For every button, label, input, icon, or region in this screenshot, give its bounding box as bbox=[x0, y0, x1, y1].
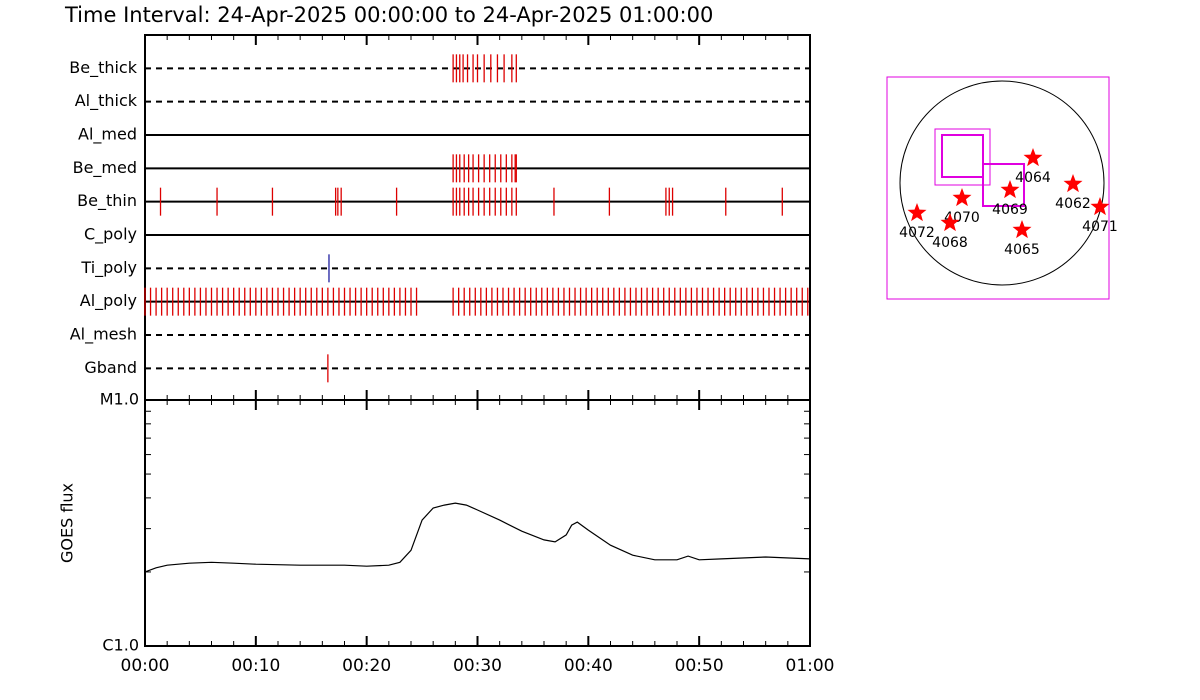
region-label: 4068 bbox=[932, 235, 968, 251]
row-label: Al_thick bbox=[75, 91, 138, 111]
x-tick-label: 00:10 bbox=[231, 656, 280, 676]
region-label: 4065 bbox=[1004, 242, 1040, 258]
x-tick-label: 00:30 bbox=[453, 656, 502, 676]
region-label: 4069 bbox=[992, 202, 1028, 218]
x-tick-label: 01:00 bbox=[786, 656, 835, 676]
region-star bbox=[1000, 180, 1020, 199]
region-star bbox=[952, 188, 972, 207]
region-label: 4064 bbox=[1015, 170, 1051, 186]
fov-box bbox=[982, 163, 1025, 207]
panel-frame bbox=[144, 399, 811, 647]
figure-title: Time Interval: 24-Apr-2025 00:00:00 to 2… bbox=[64, 3, 713, 27]
row-label: Al_mesh bbox=[70, 325, 137, 345]
region-label: 4071 bbox=[1082, 219, 1118, 235]
y-tick-label: C1.0 bbox=[102, 636, 139, 655]
region-label: 4072 bbox=[899, 225, 935, 241]
x-tick-label: 00:50 bbox=[675, 656, 724, 676]
row-label: Be_med bbox=[73, 158, 137, 178]
row-label: Be_thin bbox=[77, 191, 137, 211]
goes-curve bbox=[144, 502, 811, 573]
fov-box bbox=[941, 134, 984, 178]
row-label: C_poly bbox=[84, 225, 137, 245]
solar-limb bbox=[899, 80, 1105, 286]
panel-frame bbox=[144, 34, 811, 401]
region-star bbox=[1012, 220, 1032, 239]
x-tick-label: 00:40 bbox=[564, 656, 613, 676]
y-tick-label: M1.0 bbox=[100, 390, 139, 409]
fov-box bbox=[934, 128, 991, 186]
context-map bbox=[886, 76, 1110, 300]
row-label: Gband bbox=[84, 358, 137, 377]
region-star bbox=[1090, 197, 1110, 216]
region-star bbox=[1023, 148, 1043, 167]
x-tick-label: 00:20 bbox=[342, 656, 391, 676]
region-star bbox=[940, 213, 960, 232]
y-axis-label: GOES flux bbox=[58, 483, 77, 563]
x-tick-label: 00:00 bbox=[121, 656, 170, 676]
region-star bbox=[1063, 174, 1083, 193]
map-frame bbox=[886, 76, 1110, 300]
region-star bbox=[907, 203, 927, 222]
row-label: Al_poly bbox=[80, 291, 137, 311]
row-label: Al_med bbox=[78, 125, 137, 145]
row-label: Ti_poly bbox=[80, 258, 137, 278]
region-label: 4062 bbox=[1055, 196, 1091, 212]
row-label: Be_thick bbox=[69, 58, 137, 78]
